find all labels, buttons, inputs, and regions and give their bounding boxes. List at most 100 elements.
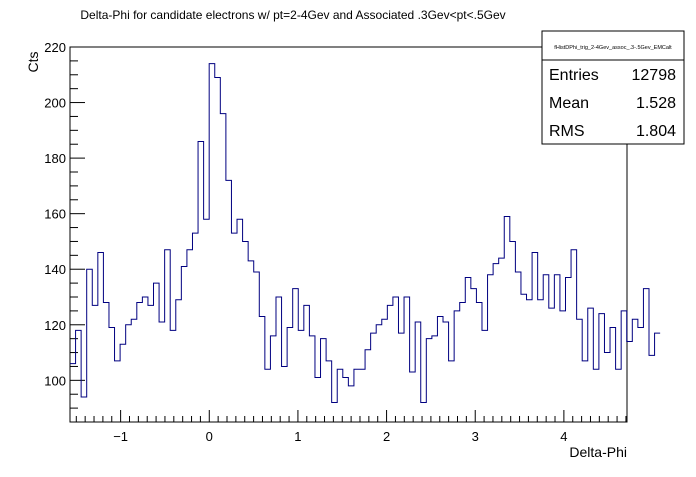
histogram-bin (599, 314, 605, 422)
y-tick-label: 180 (44, 151, 66, 166)
histogram-bin (510, 241, 516, 422)
histogram-bin (610, 328, 616, 422)
plot-frame (69, 46, 628, 423)
histogram-bin (565, 278, 571, 422)
histogram-bin (170, 330, 176, 422)
histogram-outline (70, 63, 661, 404)
histogram-bin (176, 300, 182, 422)
histogram-bin (126, 325, 132, 422)
x-axis: −1 0 1 2 3 4 (75, 410, 627, 444)
stats-rms-label: RMS (549, 123, 585, 140)
histogram-bin (421, 403, 427, 422)
histogram-bin (231, 233, 237, 422)
histogram-bin (632, 319, 638, 422)
y-tick-label: 140 (44, 262, 66, 277)
histogram-bin (376, 325, 382, 422)
histogram-bin (404, 297, 410, 422)
histogram-bin (415, 322, 421, 422)
histogram-bin (87, 269, 93, 422)
histogram-bin (226, 180, 232, 422)
histogram-bin (343, 378, 349, 422)
histogram-bin (154, 283, 160, 422)
y-axis-label: Cts (25, 52, 41, 73)
histogram-bin (92, 305, 98, 422)
histogram-bin (276, 297, 282, 422)
stats-box: fHistDPhi_trig_2-4Gev_assoc_.3-.5Gev_EMC… (541, 30, 685, 145)
histogram-bin (309, 336, 315, 422)
histogram-bin (321, 339, 327, 422)
histogram-bin (643, 289, 649, 422)
histogram-bin (287, 328, 293, 422)
histogram-bin (103, 303, 109, 422)
stats-histogram-name: fHistDPhi_trig_2-4Gev_assoc_.3-.5Gev_EMC… (554, 45, 672, 51)
histogram-bin (499, 258, 505, 422)
histogram-bin (254, 272, 260, 422)
histogram-bin (243, 241, 249, 422)
histogram-bin (209, 64, 215, 422)
histogram-bin (215, 78, 221, 422)
histogram-bin (604, 353, 610, 422)
histogram-bin (465, 278, 471, 422)
histogram-bin (248, 261, 254, 422)
histogram-bin (488, 275, 494, 422)
histogram-bin (549, 308, 555, 422)
x-tick-label: 0 (206, 429, 213, 444)
histogram-bin (98, 253, 104, 422)
histogram-bin (532, 253, 538, 422)
histogram-bin (588, 308, 594, 422)
histogram-bin (326, 361, 332, 422)
histogram-bin (449, 361, 455, 422)
histogram-bin (293, 289, 299, 422)
histogram-bin (582, 361, 588, 422)
histogram-bins (70, 63, 661, 422)
histogram-bin (515, 272, 521, 422)
histogram-bin (655, 333, 661, 422)
histogram-bin (543, 275, 549, 422)
histogram-bin (81, 397, 87, 422)
histogram-bin (315, 378, 321, 422)
histogram-bin (432, 336, 438, 422)
histogram-bin (426, 339, 432, 422)
x-tick-label: 2 (383, 429, 390, 444)
histogram-bin (554, 275, 560, 422)
histogram-bin (471, 289, 477, 422)
histogram-bin (482, 330, 488, 422)
stats-entries-label: Entries (549, 67, 599, 84)
histogram-bin (460, 303, 466, 422)
histogram-bin (560, 311, 566, 422)
histogram-bin (365, 350, 371, 422)
x-tick-label: 4 (560, 429, 567, 444)
y-tick-label: 120 (44, 318, 66, 333)
histogram-bin (504, 216, 510, 422)
stats-entries-value: 12798 (632, 67, 677, 84)
histogram-bin (131, 319, 137, 422)
histogram-bin (115, 361, 121, 422)
histogram-bin (192, 233, 198, 422)
histogram-bin (265, 369, 271, 422)
histogram-bin (627, 341, 633, 422)
histogram-bin (371, 333, 377, 422)
histogram-bin (354, 369, 360, 422)
x-axis-label: Delta-Phi (569, 444, 627, 460)
histogram-bin (476, 303, 482, 422)
histogram-bin (360, 369, 366, 422)
chart-title: Delta-Phi for candidate electrons w/ pt=… (80, 8, 505, 22)
histogram-bin (109, 328, 115, 422)
histogram-bin (159, 322, 165, 422)
histogram-bin (137, 303, 143, 422)
histogram-bin (348, 386, 354, 422)
y-tick-label: 160 (44, 207, 66, 222)
histogram-bin (593, 369, 599, 422)
histogram-bin (332, 403, 338, 422)
histogram-bin (382, 319, 388, 422)
histogram-bin (454, 311, 460, 422)
histogram-bin (298, 330, 304, 422)
histogram-bin (70, 364, 76, 422)
histogram-bin (237, 219, 243, 422)
histogram-bin (649, 355, 655, 422)
y-axis: 100 120 140 160 180 200 220 (44, 40, 85, 409)
y-tick-label: 220 (44, 40, 66, 55)
histogram-bin (493, 264, 499, 422)
histogram-bin (282, 366, 288, 422)
x-tick-label: 1 (294, 429, 301, 444)
